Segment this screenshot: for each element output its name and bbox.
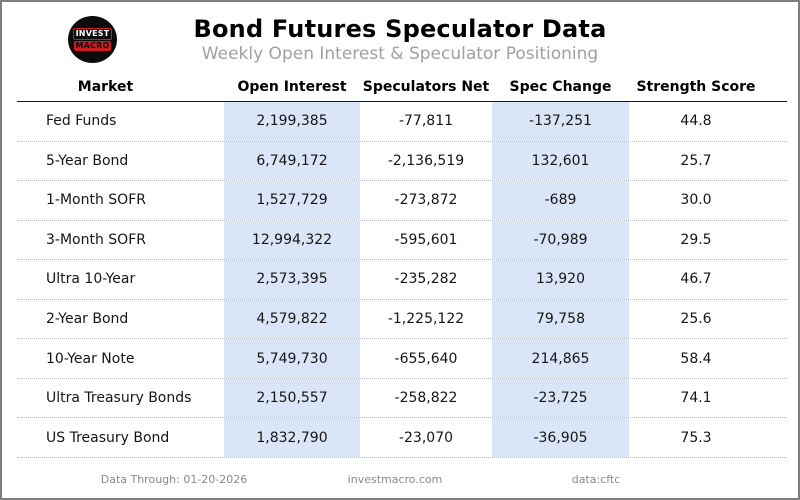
cell-market: 1-Month SOFR	[46, 192, 146, 209]
column-header-market: Market	[77, 78, 134, 95]
table-row: US Treasury Bond 1,832,790 -23,070 -36,905 7…	[17, 418, 787, 458]
column-header-spec-change: Spec Change	[509, 78, 612, 95]
cell-spec-change: 132,601	[492, 141, 629, 181]
table-row: 5-Year Bond 6,749,172 -2,136,519 132,601 25.…	[17, 141, 787, 182]
table-row: Fed Funds 2,199,385 -77,811 -137,251 44.8	[17, 102, 787, 142]
cell-open-interest: 1,527,729	[224, 181, 360, 220]
row-spacer	[763, 339, 787, 378]
cell-speculators-net: -595,601	[394, 231, 458, 248]
footer-site: investmacro.com	[347, 473, 443, 486]
cell-speculators-net: -258,822	[394, 390, 458, 407]
cell-market: Fed Funds	[46, 113, 117, 130]
cell-strength-score: 44.8	[680, 113, 712, 130]
cell-strength-score: 74.1	[680, 390, 712, 407]
cell-strength-score: 25.6	[680, 311, 712, 327]
table-row: 3-Month SOFR 12,994,322 -595,601 -70,989 29.…	[17, 220, 787, 261]
table-row: Ultra Treasury Bonds 2,150,557 -258,822 -23…	[17, 378, 787, 419]
cell-strength-score: 58.4	[680, 350, 712, 367]
row-spacer	[763, 300, 787, 339]
cell-speculators-net: -1,225,122	[387, 311, 465, 327]
table-row: 10-Year Note 5,749,730 -655,640 214,865 58.4	[17, 339, 787, 379]
cell-open-interest: 5,749,730	[224, 339, 360, 378]
cell-spec-change: -70,989	[492, 220, 629, 260]
table-row: Ultra 10-Year 2,573,395 -235,282 13,920 46.7	[17, 260, 787, 300]
column-header-open-interest: Open Interest	[237, 78, 347, 95]
cell-speculators-net: -655,640	[394, 350, 458, 367]
cell-strength-score: 25.7	[680, 152, 712, 169]
footer-data-through: Data Through: 01-20-2026	[100, 473, 248, 486]
footer-source: data:cftc	[571, 473, 621, 486]
cell-open-interest: 2,150,557	[224, 378, 360, 418]
cell-open-interest: 6,749,172	[224, 141, 360, 181]
row-spacer	[763, 221, 787, 260]
cell-open-interest: 2,573,395	[224, 260, 360, 299]
row-spacer	[763, 260, 787, 299]
column-header-strength-score: Strength Score	[636, 78, 756, 95]
cell-strength-score: 30.0	[680, 192, 712, 209]
cell-spec-change: -137,251	[492, 102, 629, 141]
table-row: 1-Month SOFR 1,527,729 -273,872 -689 30.0	[17, 181, 787, 221]
cell-market: Ultra 10-Year	[46, 271, 136, 288]
row-spacer	[763, 379, 787, 418]
cell-spec-change: -689	[492, 181, 629, 220]
cell-open-interest: 12,994,322	[224, 220, 360, 260]
cell-speculators-net: -23,070	[398, 429, 454, 446]
row-spacer	[763, 418, 787, 457]
cell-spec-change: 13,920	[492, 260, 629, 299]
speculator-table: Market Open Interest Speculators Net Spe…	[17, 72, 787, 458]
cell-speculators-net: -77,811	[398, 113, 454, 130]
cell-market: 3-Month SOFR	[46, 231, 146, 248]
row-spacer	[763, 181, 787, 220]
cell-speculators-net: -273,872	[394, 192, 458, 209]
cell-strength-score: 46.7	[680, 271, 712, 288]
table-header-row: Market Open Interest Speculators Net Spe…	[17, 72, 787, 102]
cell-strength-score: 29.5	[680, 231, 712, 248]
cell-spec-change: 214,865	[492, 339, 629, 378]
cell-open-interest: 4,579,822	[224, 299, 360, 339]
cell-speculators-net: -2,136,519	[387, 152, 465, 169]
cell-spec-change: 79,758	[492, 299, 629, 339]
logo-text-invest: INVEST	[72, 28, 113, 40]
cell-open-interest: 1,832,790	[224, 418, 360, 457]
cell-market: 10-Year Note	[46, 350, 135, 367]
row-spacer	[763, 102, 787, 141]
table-body: Fed Funds 2,199,385 -77,811 -137,251 44.8 5-Y…	[17, 102, 787, 458]
cell-open-interest: 2,199,385	[224, 102, 360, 141]
column-header-spacer	[763, 72, 787, 101]
page-subtitle: Weekly Open Interest & Speculator Positi…	[201, 44, 599, 64]
cell-spec-change: -23,725	[492, 378, 629, 418]
cell-speculators-net: -235,282	[394, 271, 458, 288]
table-row: 2-Year Bond 4,579,822 -1,225,122 79,758 25.6	[17, 299, 787, 340]
page-title: Bond Futures Speculator Data	[193, 15, 607, 43]
cell-market: 2-Year Bond	[46, 311, 129, 327]
cell-market: 5-Year Bond	[46, 152, 129, 169]
column-header-speculators-net: Speculators Net	[362, 78, 490, 95]
row-spacer	[763, 142, 787, 181]
cell-strength-score: 75.3	[680, 429, 712, 446]
cell-market: Ultra Treasury Bonds	[46, 390, 192, 407]
investmacro-logo-icon: INVEST MACRO	[68, 16, 117, 63]
logo-text-macro: MACRO	[73, 41, 112, 51]
cell-spec-change: -36,905	[492, 418, 629, 457]
cell-market: US Treasury Bond	[46, 429, 170, 446]
